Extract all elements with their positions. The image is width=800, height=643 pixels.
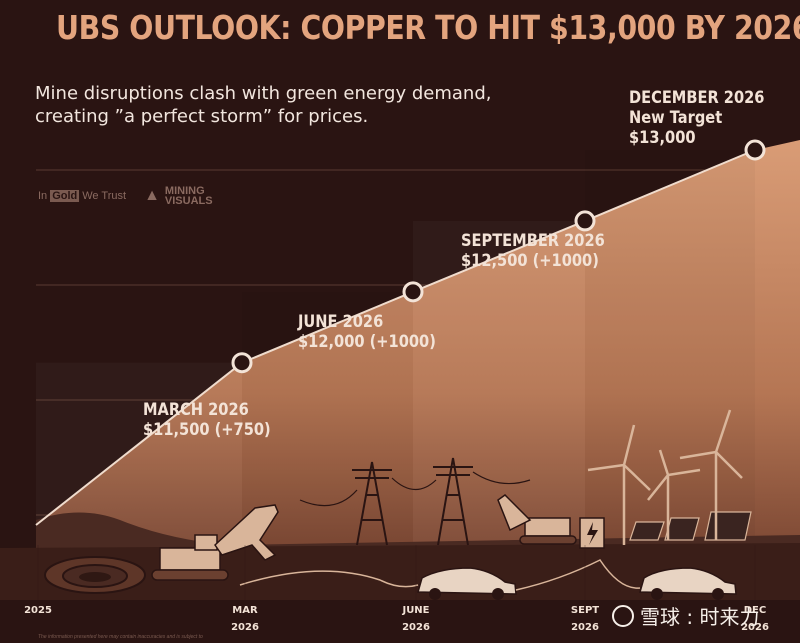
mining-visuals-logo: ▲ MINING VISUALS	[144, 185, 213, 207]
data-point	[744, 139, 766, 161]
data-label-line: MARCH 2026	[143, 399, 249, 419]
subtitle: Mine disruptions clash with green energy…	[35, 82, 575, 128]
data-point	[402, 281, 424, 303]
subtitle-line-1: Mine disruptions clash with green energy…	[35, 83, 492, 104]
industrial-scene	[0, 409, 800, 600]
data-label-line: $11,500 (+750)	[143, 419, 271, 439]
disclaimer-footnote: The information presented here may conta…	[38, 634, 203, 640]
logo-text-gold: Gold	[50, 190, 80, 202]
data-label-line: New Target	[629, 107, 723, 127]
watermark-text: 雪球 : 时来力	[640, 605, 760, 629]
data-labels: MARCH 2026 $11,500 (+750) JUNE 2026 $12,000…	[143, 87, 764, 439]
page-title: UBS OUTLOOK: COPPER TO HIT $13,000 BY 20…	[56, 8, 800, 47]
logo-text-we-trust: We Trust	[82, 190, 127, 202]
x-tick-label: DEC	[744, 605, 766, 616]
logo-text-mining: MINING	[164, 185, 205, 197]
snowball-icon	[612, 604, 634, 627]
x-tick-label-year: 2026	[571, 622, 599, 633]
x-tick-label-year: 2026	[741, 622, 769, 633]
subtitle-line-2: creating ”a perfect storm” for prices.	[35, 106, 369, 127]
brand-logos: In Gold We Trust ▲ MINING VISUALS	[38, 185, 213, 207]
in-gold-we-trust-logo: In Gold We Trust	[38, 190, 126, 202]
data-label: SEPTEMBER 2026 $12,500 (+1000)	[461, 230, 605, 270]
data-label-line: SEPTEMBER 2026	[461, 230, 605, 250]
price-area	[36, 140, 800, 600]
data-points	[231, 139, 766, 374]
data-label: DECEMBER 2026 New Target $13,000	[629, 87, 764, 147]
data-point	[231, 352, 253, 374]
data-point	[574, 210, 596, 232]
data-label-line: $13,000	[629, 127, 696, 147]
mountain-icon: ▲	[144, 187, 160, 204]
data-label: MARCH 2026 $11,500 (+750)	[143, 399, 271, 439]
xueqiu-watermark: 雪球 : 时来力	[612, 601, 759, 630]
x-tick-label-year: 2026	[231, 622, 259, 633]
x-tick-label: JUNE	[401, 605, 429, 616]
x-axis-ticks: 2025 MAR 2026 JUNE 2026 SEPT 2026 DEC 2026	[24, 545, 769, 633]
data-label-line: $12,500 (+1000)	[461, 250, 599, 270]
logo-text-visuals: VISUALS	[164, 195, 213, 207]
x-tick-label-year: 2026	[402, 622, 430, 633]
x-tick-label: MAR	[232, 605, 258, 616]
logo-text-in: In	[38, 190, 48, 202]
x-tick-label: 2025	[24, 605, 52, 616]
data-label-line: JUNE 2026	[297, 311, 383, 331]
data-label-line: DECEMBER 2026	[629, 87, 764, 107]
data-label-line: $12,000 (+1000)	[298, 331, 436, 351]
x-tick-label: SEPT	[571, 605, 599, 616]
area-fill	[36, 140, 800, 600]
data-label: JUNE 2026 $12,000 (+1000)	[297, 311, 436, 351]
